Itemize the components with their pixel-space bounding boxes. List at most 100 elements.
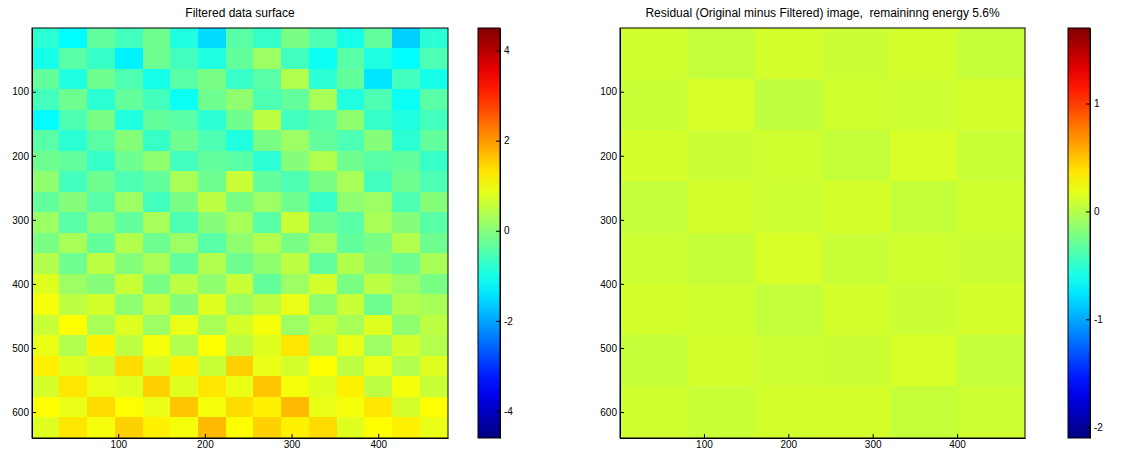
tick-label: 300 bbox=[12, 215, 29, 226]
cell bbox=[59, 417, 87, 438]
cell bbox=[281, 315, 309, 336]
cell bbox=[170, 253, 198, 274]
cell bbox=[364, 315, 392, 336]
cell bbox=[337, 130, 365, 151]
cell bbox=[309, 274, 337, 295]
cell bbox=[620, 181, 688, 233]
tick: 400 bbox=[600, 279, 624, 290]
cell bbox=[115, 335, 143, 356]
tick-mark bbox=[32, 92, 36, 93]
cell bbox=[309, 89, 337, 110]
cell bbox=[392, 356, 420, 377]
cell bbox=[420, 130, 448, 151]
cell bbox=[198, 192, 226, 213]
cell bbox=[170, 417, 198, 438]
cell bbox=[687, 335, 755, 387]
cell bbox=[87, 356, 115, 377]
cell bbox=[226, 417, 254, 438]
cell bbox=[170, 28, 198, 49]
tick-mark bbox=[496, 51, 500, 52]
cell bbox=[337, 335, 365, 356]
cell bbox=[309, 130, 337, 151]
cell bbox=[170, 212, 198, 233]
tick-label: 100 bbox=[600, 86, 617, 97]
tick-mark bbox=[32, 220, 36, 221]
tick-label: 100 bbox=[12, 86, 29, 97]
tick-label: 0 bbox=[504, 225, 510, 236]
cell bbox=[309, 69, 337, 90]
tick: 100 bbox=[600, 86, 624, 97]
cell bbox=[620, 28, 688, 79]
cell bbox=[755, 233, 823, 285]
tick: 300 bbox=[865, 434, 882, 450]
tick-mark bbox=[292, 434, 293, 438]
cell bbox=[115, 294, 143, 315]
tick-mark bbox=[873, 434, 874, 438]
cell bbox=[143, 69, 171, 90]
tick: 200 bbox=[780, 434, 797, 450]
tick-label: 100 bbox=[110, 439, 127, 450]
cell bbox=[59, 48, 87, 69]
cell bbox=[115, 48, 143, 69]
cell bbox=[115, 274, 143, 295]
cell bbox=[337, 212, 365, 233]
cell bbox=[420, 69, 448, 90]
cell bbox=[364, 151, 392, 172]
tick: 100 bbox=[12, 86, 36, 97]
cell bbox=[420, 417, 448, 438]
cell bbox=[87, 253, 115, 274]
cell bbox=[59, 335, 87, 356]
cell bbox=[281, 69, 309, 90]
cell bbox=[337, 315, 365, 336]
panel: 100200300400100200300400500600-2-101Resi… bbox=[600, 6, 1103, 450]
cell bbox=[143, 335, 171, 356]
cell bbox=[143, 89, 171, 110]
cell bbox=[392, 294, 420, 315]
cell bbox=[957, 130, 1025, 182]
cell bbox=[890, 28, 958, 79]
cell bbox=[226, 28, 254, 49]
tick-mark bbox=[496, 411, 500, 412]
cell bbox=[32, 110, 60, 131]
cell bbox=[620, 386, 688, 438]
cell bbox=[890, 181, 958, 233]
cell bbox=[226, 253, 254, 274]
cell bbox=[253, 151, 281, 172]
cell bbox=[281, 130, 309, 151]
cell bbox=[59, 151, 87, 172]
tick-mark bbox=[620, 284, 624, 285]
tick-label: 600 bbox=[600, 407, 617, 418]
cell bbox=[392, 335, 420, 356]
cell bbox=[890, 130, 958, 182]
cell bbox=[170, 397, 198, 418]
cell bbox=[59, 397, 87, 418]
cell bbox=[337, 253, 365, 274]
cell bbox=[755, 386, 823, 438]
tick-mark bbox=[620, 220, 624, 221]
cell bbox=[32, 48, 60, 69]
cell bbox=[420, 151, 448, 172]
cell bbox=[687, 181, 755, 233]
cells bbox=[32, 28, 448, 438]
cell bbox=[59, 274, 87, 295]
cell bbox=[364, 397, 392, 418]
cell bbox=[87, 151, 115, 172]
cell bbox=[170, 376, 198, 397]
cell bbox=[755, 181, 823, 233]
tick-mark bbox=[620, 348, 624, 349]
cell bbox=[59, 294, 87, 315]
cell bbox=[59, 110, 87, 131]
cell bbox=[87, 397, 115, 418]
cell bbox=[309, 48, 337, 69]
cell bbox=[392, 110, 420, 131]
cell bbox=[170, 294, 198, 315]
plot-frame bbox=[620, 28, 1025, 438]
cell bbox=[59, 69, 87, 90]
cell bbox=[281, 48, 309, 69]
tick-label: 200 bbox=[12, 151, 29, 162]
cell bbox=[87, 335, 115, 356]
cell bbox=[687, 130, 755, 182]
cell bbox=[620, 79, 688, 131]
cell bbox=[755, 28, 823, 79]
tick: 400 bbox=[12, 279, 36, 290]
